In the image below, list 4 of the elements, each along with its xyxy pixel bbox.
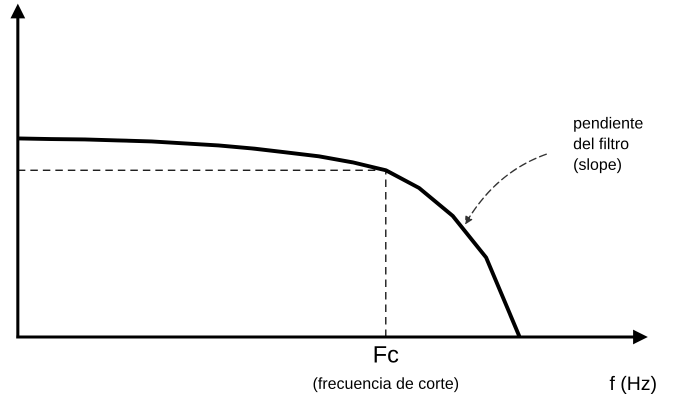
text: (frecuencia de corte) — [314, 377, 458, 392]
annotation: Fc — [374, 346, 398, 363]
text: pendiente del filtro (slope) — [574, 116, 643, 174]
x-axis-title: f (Hz) — [610, 376, 656, 394]
